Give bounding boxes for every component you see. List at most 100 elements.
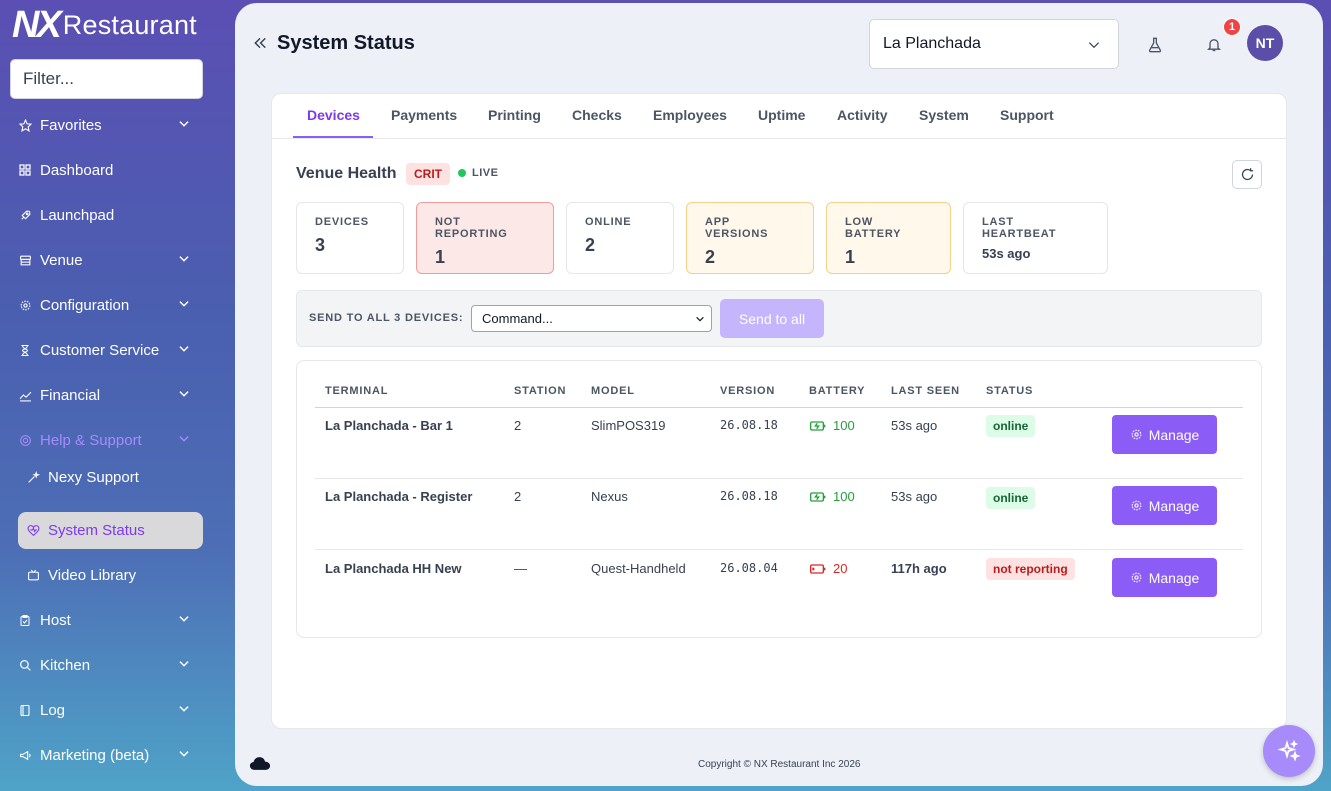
tab-employees[interactable]: Employees bbox=[653, 107, 727, 123]
chevron-down-icon bbox=[179, 436, 189, 442]
tab-system[interactable]: System bbox=[919, 107, 969, 123]
sidebar-item-financial[interactable]: Financial bbox=[0, 375, 235, 415]
sidebar-item-label: Help & Support bbox=[40, 431, 142, 449]
tab-uptime[interactable]: Uptime bbox=[758, 107, 806, 123]
sidebar-item-log[interactable]: Log bbox=[0, 690, 235, 730]
sidebar-item-video-library[interactable]: Video Library bbox=[0, 555, 235, 595]
version: 26.08.04 bbox=[720, 561, 778, 575]
megaphone-icon bbox=[18, 748, 32, 762]
sidebar-item-label: Host bbox=[40, 611, 71, 629]
sidebar-item-marketing[interactable]: Marketing (beta) bbox=[0, 735, 235, 775]
sidebar-item-venue[interactable]: Venue bbox=[0, 240, 235, 280]
sidebar-item-label: Venue bbox=[40, 251, 83, 269]
stat-not-reporting: NOT REPORTING 1 bbox=[416, 202, 554, 274]
tab-activity[interactable]: Activity bbox=[837, 107, 888, 123]
tab-bar: Devices Payments Printing Checks Employe… bbox=[272, 94, 1286, 139]
collapse-sidebar-icon[interactable] bbox=[253, 36, 267, 50]
command-select[interactable]: Command... bbox=[471, 305, 712, 332]
tab-checks[interactable]: Checks bbox=[572, 107, 622, 123]
notification-badge: 1 bbox=[1223, 18, 1241, 36]
logo-text: Restaurant bbox=[62, 9, 197, 40]
battery: 20 bbox=[810, 561, 847, 576]
model: Quest-Handheld bbox=[591, 561, 686, 576]
manage-button[interactable]: Manage bbox=[1112, 486, 1217, 525]
sidebar-item-label: Video Library bbox=[48, 566, 137, 584]
live-label: LIVE bbox=[472, 167, 499, 179]
version: 26.08.18 bbox=[720, 489, 778, 503]
chevron-down-icon bbox=[179, 346, 189, 352]
bell-icon[interactable] bbox=[1206, 36, 1222, 53]
sidebar-item-label: Marketing (beta) bbox=[40, 746, 150, 764]
cloud-icon bbox=[249, 757, 271, 770]
send-to-all-button[interactable]: Send to all bbox=[720, 299, 824, 338]
battery-low-icon bbox=[810, 563, 826, 574]
kitchen-icon bbox=[18, 658, 32, 672]
tab-payments[interactable]: Payments bbox=[391, 107, 458, 123]
sidebar-item-help-support[interactable]: Help & Support bbox=[0, 420, 235, 460]
column-header: VERSION bbox=[720, 385, 776, 397]
manage-label: Manage bbox=[1148, 426, 1200, 443]
refresh-button[interactable] bbox=[1232, 160, 1262, 189]
sidebar-item-system-status[interactable]: System Status bbox=[18, 512, 203, 549]
battery-level: 100 bbox=[833, 418, 855, 433]
manage-label: Manage bbox=[1148, 497, 1200, 514]
chevron-down-icon bbox=[179, 616, 189, 622]
battery-charging-icon bbox=[810, 491, 826, 502]
sidebar-item-configuration[interactable]: Configuration bbox=[0, 285, 235, 325]
flask-icon[interactable] bbox=[1147, 36, 1163, 54]
column-header: LAST SEEN bbox=[891, 385, 960, 397]
column-header: TERMINAL bbox=[325, 385, 389, 397]
sidebar-item-label: Dashboard bbox=[40, 161, 114, 179]
sidebar-item-label: Configuration bbox=[40, 296, 130, 314]
clipboard-icon bbox=[18, 613, 32, 627]
chevron-down-icon bbox=[179, 121, 189, 127]
hourglass-icon bbox=[18, 343, 32, 357]
chevron-down-icon bbox=[179, 301, 189, 307]
header-divider bbox=[315, 407, 1243, 408]
manage-button[interactable]: Manage bbox=[1112, 415, 1217, 454]
version: 26.08.18 bbox=[720, 418, 778, 432]
gear-icon bbox=[1131, 572, 1142, 583]
tab-printing[interactable]: Printing bbox=[488, 107, 541, 123]
chevron-down-icon bbox=[179, 256, 189, 262]
avatar[interactable]: NT bbox=[1247, 25, 1283, 61]
gear-icon bbox=[1131, 429, 1142, 440]
venue-select[interactable]: La Planchada bbox=[869, 19, 1119, 69]
last-seen: 53s ago bbox=[891, 489, 938, 504]
sidebar-item-favorites[interactable]: Favorites bbox=[0, 105, 235, 145]
battery-charging-icon bbox=[810, 420, 826, 431]
sidebar-item-kitchen[interactable]: Kitchen bbox=[0, 645, 235, 685]
chevron-down-icon bbox=[179, 706, 189, 712]
sidebar-item-dashboard[interactable]: Dashboard bbox=[0, 150, 235, 190]
manage-button[interactable]: Manage bbox=[1112, 558, 1217, 597]
sidebar-item-label: System Status bbox=[48, 522, 145, 539]
sidebar-item-host[interactable]: Host bbox=[0, 600, 235, 640]
sidebar-item-launchpad[interactable]: Launchpad bbox=[0, 195, 235, 235]
star-icon bbox=[18, 118, 32, 132]
sidebar-filter-input[interactable] bbox=[10, 59, 203, 99]
live-dot-icon bbox=[458, 169, 466, 177]
model: SlimPOS319 bbox=[591, 418, 666, 433]
tab-devices[interactable]: Devices bbox=[307, 107, 360, 123]
chevron-down-icon bbox=[179, 661, 189, 667]
help-icon bbox=[18, 433, 32, 447]
bulk-command-label: SEND TO ALL 3 DEVICES: bbox=[309, 312, 464, 324]
system-status-card: Devices Payments Printing Checks Employe… bbox=[271, 93, 1287, 729]
heart-pulse-icon bbox=[26, 524, 40, 538]
ai-assistant-button[interactable] bbox=[1263, 725, 1315, 777]
app-logo[interactable]: NX Restaurant bbox=[12, 6, 197, 44]
tab-support[interactable]: Support bbox=[1000, 107, 1054, 123]
stat-value: 3 bbox=[315, 235, 326, 255]
bulk-command-bar: SEND TO ALL 3 DEVICES: Command... Send t… bbox=[296, 290, 1262, 347]
status-badge: not reporting bbox=[986, 558, 1075, 580]
sidebar-item-nexy-support[interactable]: Nexy Support bbox=[0, 457, 235, 497]
column-header: STATUS bbox=[986, 385, 1034, 397]
terminal-name: La Planchada HH New bbox=[325, 561, 462, 576]
sidebar-item-customer-service[interactable]: Customer Service bbox=[0, 330, 235, 370]
chevron-down-icon bbox=[179, 391, 189, 397]
stat-label: LAST HEARTBEAT bbox=[982, 216, 1057, 240]
stat-devices: DEVICES 3 bbox=[296, 202, 404, 274]
chevron-down-icon bbox=[179, 751, 189, 757]
stat-low-battery: LOW BATTERY 1 bbox=[826, 202, 951, 274]
chevron-down-icon bbox=[696, 316, 704, 322]
